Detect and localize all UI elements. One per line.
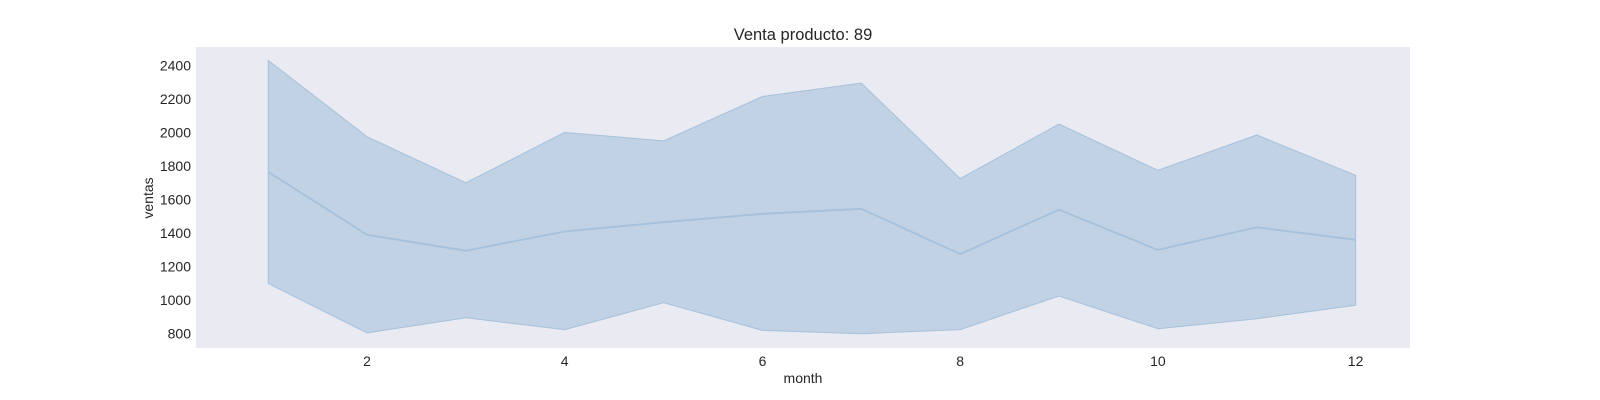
chart-title: Venta producto: 89 [734, 26, 873, 44]
y-tick-label: 2200 [160, 91, 191, 107]
data-point [365, 233, 369, 237]
y-tick-label: 1400 [160, 225, 191, 241]
x-tick-label: 8 [956, 353, 964, 369]
y-tick-label: 800 [168, 326, 192, 342]
data-point [859, 207, 863, 211]
y-tick-label: 2400 [160, 57, 191, 73]
y-tick-label: 1800 [160, 158, 191, 174]
x-tick-label: 12 [1348, 353, 1364, 369]
confidence-band-layer [267, 59, 1357, 335]
data-point [1156, 248, 1160, 252]
series-line [267, 171, 1356, 256]
x-tick-label: 10 [1150, 353, 1166, 369]
series-line-layer [266, 170, 1358, 256]
y-axis-ticks: 800 1000 1200 1400 1600 1800 2000 2200 2400 [160, 57, 191, 341]
confidence-band [267, 59, 1357, 335]
x-axis-title: month [784, 370, 823, 386]
y-axis-title: ventas [140, 177, 156, 218]
data-point [1057, 208, 1061, 212]
data-point [563, 230, 567, 234]
data-point [958, 252, 962, 256]
data-point [761, 212, 765, 216]
data-point [662, 220, 666, 224]
data-point [266, 170, 270, 174]
y-tick-label: 1200 [160, 259, 191, 275]
data-point [1354, 238, 1358, 242]
x-tick-label: 4 [561, 353, 569, 369]
y-tick-label: 2000 [160, 125, 191, 141]
x-tick-label: 6 [759, 353, 767, 369]
x-tick-label: 2 [363, 353, 371, 369]
x-axis-ticks: 2 4 6 8 10 12 [363, 353, 1363, 369]
y-tick-label: 1000 [160, 292, 191, 308]
y-tick-label: 1600 [160, 192, 191, 208]
data-point [1255, 225, 1259, 229]
data-point [464, 249, 468, 253]
